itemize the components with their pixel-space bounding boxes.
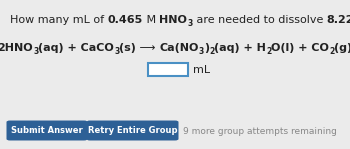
Text: 2HNO: 2HNO xyxy=(0,43,33,53)
Text: 3: 3 xyxy=(198,46,204,55)
Text: 3: 3 xyxy=(33,46,38,55)
Text: mL: mL xyxy=(193,65,210,74)
Text: How many mL of: How many mL of xyxy=(10,15,108,25)
Text: ): ) xyxy=(204,43,209,53)
Text: Retry Entire Group: Retry Entire Group xyxy=(88,126,177,135)
Text: (g): (g) xyxy=(335,43,350,53)
Text: (s): (s) xyxy=(119,43,136,53)
FancyBboxPatch shape xyxy=(7,121,88,141)
Text: 3: 3 xyxy=(187,18,192,28)
FancyBboxPatch shape xyxy=(148,63,188,76)
Text: 2: 2 xyxy=(209,46,214,55)
Text: Submit Answer: Submit Answer xyxy=(11,126,83,135)
FancyBboxPatch shape xyxy=(86,121,178,141)
Text: (aq) + H: (aq) + H xyxy=(214,43,266,53)
Text: 2: 2 xyxy=(266,46,271,55)
Text: 2: 2 xyxy=(329,46,335,55)
Text: 3: 3 xyxy=(114,46,119,55)
Text: HNO: HNO xyxy=(160,15,187,25)
Text: Ca(NO: Ca(NO xyxy=(159,43,198,53)
Text: are needed to dissolve: are needed to dissolve xyxy=(193,15,327,25)
Text: O(l) + CO: O(l) + CO xyxy=(271,43,329,53)
Text: 0.465: 0.465 xyxy=(108,15,143,25)
Text: M: M xyxy=(143,15,160,25)
Text: (aq) + CaCO: (aq) + CaCO xyxy=(38,43,114,53)
Text: 9 more group attempts remaining: 9 more group attempts remaining xyxy=(183,127,337,135)
Text: ⟶: ⟶ xyxy=(136,43,159,53)
Text: 8.22: 8.22 xyxy=(327,15,350,25)
